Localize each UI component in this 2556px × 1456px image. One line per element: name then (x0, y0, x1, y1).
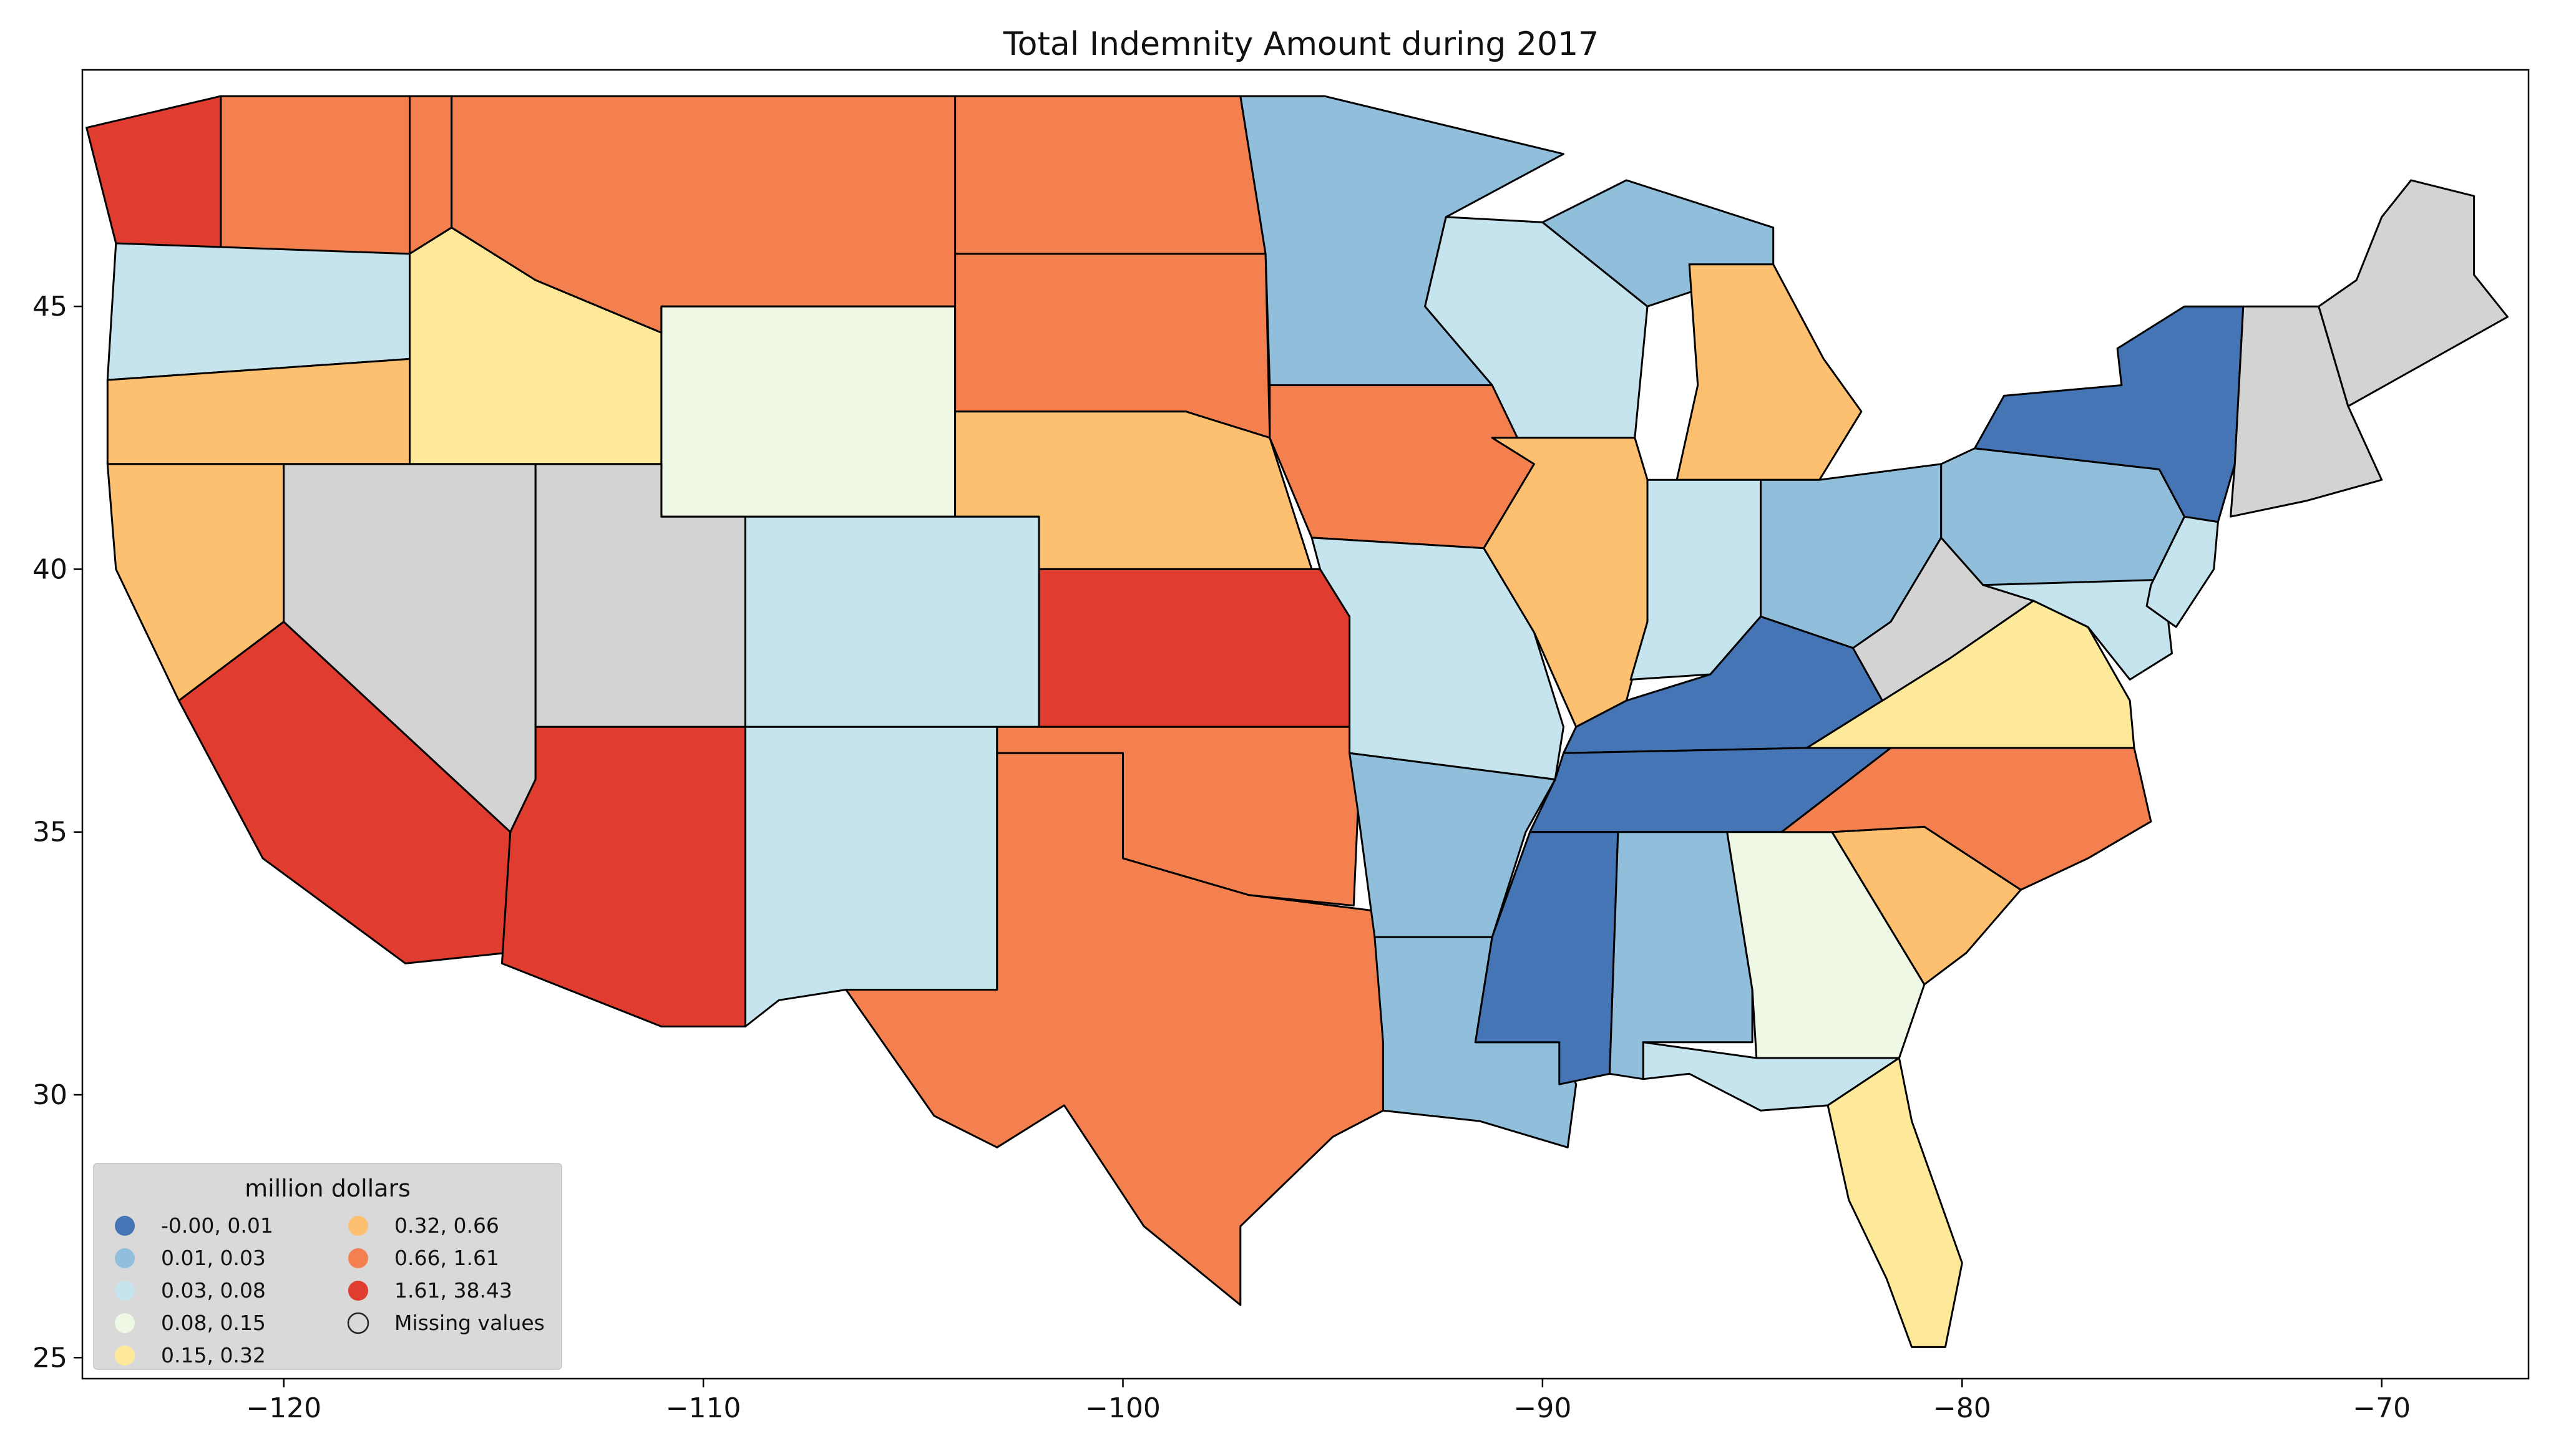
legend-label: 0.66, 1.61 (394, 1246, 499, 1270)
y-tick-label: 35 (32, 817, 67, 848)
regions-layer (85, 95, 2509, 1348)
legend-marker (115, 1346, 135, 1366)
legend: million dollars -0.00, 0.01 0.01, 0.03 0.0… (93, 1163, 562, 1370)
legend-marker (115, 1248, 135, 1268)
legend-marker (347, 1312, 369, 1334)
x-tick-label: −120 (246, 1392, 321, 1424)
region-id-north (409, 95, 453, 255)
legend-label: -0.00, 0.01 (161, 1213, 273, 1238)
region-ms (1474, 831, 1619, 1085)
region-mi-lower (1676, 263, 1863, 481)
legend-marker (348, 1248, 368, 1268)
region-wy (660, 305, 957, 518)
x-tick-label: −110 (666, 1392, 741, 1424)
y-tick-label: 45 (32, 291, 67, 323)
legend-box (93, 1163, 562, 1370)
legend-marker (115, 1313, 135, 1333)
legend-label: 0.32, 0.66 (394, 1213, 499, 1238)
x-tick-label: −70 (2353, 1392, 2411, 1424)
region-me (2318, 179, 2509, 407)
map-title: Total Indemnity Amount during 2017 (1003, 26, 1599, 63)
region-nd (954, 95, 1267, 255)
legend-marker (348, 1216, 368, 1236)
legend-entries: -0.00, 0.01 0.01, 0.03 0.03, 0.08 0.08, 0.1… (115, 1213, 545, 1367)
legend-label: 0.03, 0.08 (161, 1278, 266, 1303)
legend-label: 1.61, 38.43 (394, 1278, 512, 1303)
y-tick-label: 30 (32, 1079, 67, 1111)
plot-frame (81, 69, 2530, 1380)
region-ia (1269, 384, 1535, 550)
region-co (744, 515, 1040, 728)
region-tx (845, 752, 1384, 1306)
legend-marker (115, 1216, 135, 1236)
y-tick-label: 25 (32, 1342, 67, 1374)
y-tick-label: 40 (32, 553, 67, 585)
region-fl-pan (1642, 1041, 1900, 1112)
legend-label: 0.15, 0.32 (161, 1343, 266, 1367)
legend-label: 0.01, 0.03 (161, 1246, 266, 1270)
region-al (1609, 831, 1754, 1080)
y-axis: 45 40 35 30 25 (32, 291, 82, 1374)
region-ks (1038, 568, 1351, 728)
legend-label: 0.08, 0.15 (161, 1311, 266, 1335)
legend-marker (115, 1281, 135, 1301)
region-or-north (106, 242, 411, 381)
legend-label: Missing values (394, 1311, 545, 1335)
region-fl-pen (1827, 1057, 1963, 1348)
region-sd (954, 253, 1271, 439)
x-tick-label: −90 (1513, 1392, 1571, 1424)
x-tick-label: −80 (1933, 1392, 1991, 1424)
region-nm (744, 726, 998, 1027)
legend-marker (348, 1281, 368, 1301)
legend-title: million dollars (245, 1175, 411, 1202)
x-axis: −120 −110 −100 −90 −80 −70 (246, 1379, 2411, 1424)
x-tick-label: −100 (1085, 1392, 1161, 1424)
